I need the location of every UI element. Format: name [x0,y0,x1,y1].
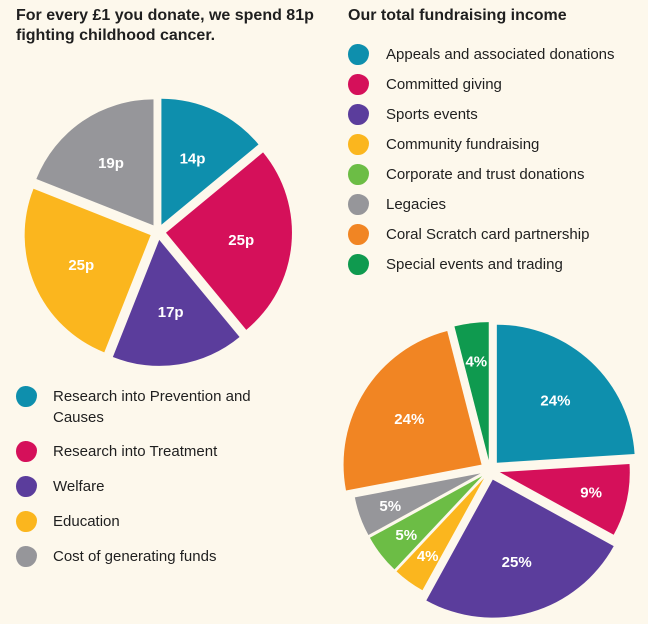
slice-label-community-fundraising: 4% [417,548,439,565]
legend-swatch [348,194,369,215]
legend-label: Community fundraising [386,136,540,153]
slice-label-legacies: 5% [379,498,401,515]
legend-label: Welfare [53,478,105,495]
slice-special-events-and-trading [454,322,489,461]
legend-label: Research into Prevention and Causes [53,388,251,426]
slice-label-welfare: 17p [158,304,184,321]
slice-label-special-events-and-trading: 4% [465,354,487,371]
slice-community-fundraising [396,478,485,591]
slice-legacies [354,473,481,536]
spending-legend: Research into Prevention and Causes Resea… [16,386,316,586]
legend-swatch [16,476,37,497]
legend-label: Coral Scratch card partnership [386,226,590,243]
legend-label: Committed giving [386,76,502,93]
legend-swatch [348,134,369,155]
slice-corporate-and-trust-donations [369,476,483,570]
legend-label: Sports events [386,106,478,123]
income-chart-title: Our total fundraising income [348,7,567,24]
legend-swatch [16,386,37,407]
slice-appeals-and-associated-donations [496,324,635,463]
slice-welfare [112,239,240,366]
slice-label-appeals-and-associated-donations: 24% [540,392,570,409]
slice-research-into-treatment [165,152,292,330]
legend-swatch [16,441,37,462]
spending-pie-chart: 14p 25p 17p 25p 19p [24,98,292,366]
slice-label-research-into-prevention-and-causes: 14p [180,151,206,168]
legend-label: Legacies [386,196,447,213]
slice-education [24,188,151,353]
slice-committed-giving [499,464,630,535]
legend-swatch [16,546,37,567]
legend-swatch [348,104,369,125]
legend-label: Cost of generating funds [53,548,217,565]
legend-label: Appeals and associated donations [386,46,615,63]
slice-label-corporate-and-trust-donations: 5% [395,527,417,544]
legend-swatch [348,74,369,95]
slice-label-research-into-treatment: 25p [228,232,254,249]
legend-swatch [348,44,369,65]
slice-label-education: 25p [68,257,94,274]
slice-label-sports-events: 25% [502,554,532,571]
legend-label: Special events and trading [386,256,563,273]
slice-label-committed-giving: 9% [580,485,602,502]
income-pie-chart: 24%9%25%4%5%5%24%4% [343,322,635,618]
legend-label: Corporate and trust donations [386,166,585,183]
legend-swatch [348,164,369,185]
legend-swatch [16,511,37,532]
slice-label-coral-scratch-card-partnership: 24% [394,411,424,428]
legend-label: Education [53,513,120,530]
slice-research-into-prevention-and-causes [161,98,259,225]
slice-coral-scratch-card-partnership [343,330,482,491]
legend-swatch [348,254,369,275]
income-legend: Appeals and associated donations Committe… [348,44,643,294]
legend-label: Research into Treatment [53,443,218,460]
legend-swatch [348,224,369,245]
slice-cost-of-generating-funds [36,99,154,226]
slice-label-cost-of-generating-funds: 19p [98,155,124,172]
spending-chart-title: For every £1 you donate, we spend 81p fi… [16,7,314,44]
slice-sports-events [426,479,614,618]
